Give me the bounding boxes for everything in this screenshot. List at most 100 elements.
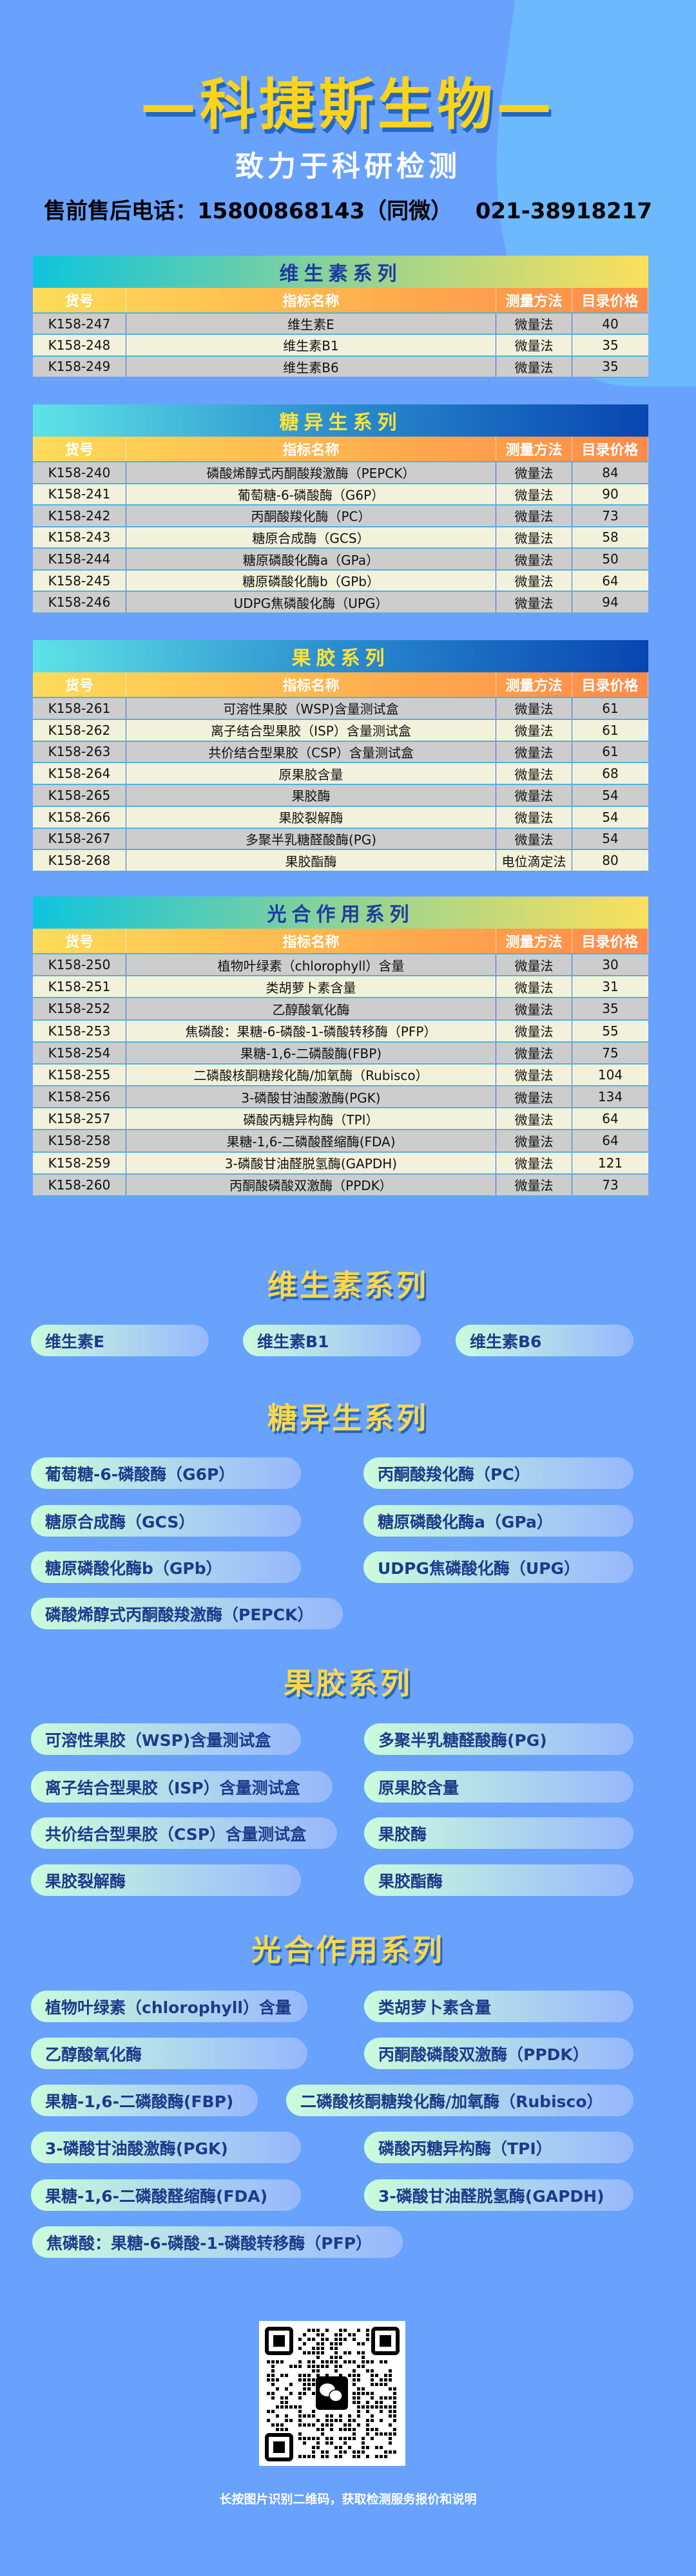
column-header: 目录价格: [572, 437, 648, 461]
product-pill[interactable]: 磷酸丙糖异构酶（TPI）: [364, 2132, 633, 2163]
table-row: K158-260 丙酮酸磷酸双激酶（PPDK） 微量法 73: [33, 1174, 648, 1197]
section-heading: 糖异生系列: [267, 1401, 429, 1435]
item-name-cell: 维生素E: [126, 314, 496, 334]
price-cell: 35: [602, 1001, 619, 1017]
price-cell: 30: [602, 957, 619, 973]
method-cell: 微量法: [496, 1042, 572, 1063]
table-row: K158-243 糖原合成酶（GCS） 微量法 58: [33, 527, 648, 549]
method-cell: 微量法: [496, 954, 572, 976]
item-name-cell: 维生素B1: [126, 335, 496, 355]
product-pill[interactable]: 维生素E: [31, 1325, 209, 1356]
column-header: 测量方法: [496, 437, 572, 461]
item-name-cell: 类胡萝卜素含量: [126, 976, 496, 998]
table-row: K158-268 果胶酯酶 电位滴定法 80: [33, 850, 648, 872]
qr-code[interactable]: [259, 2321, 405, 2466]
product-pill[interactable]: 磷酸烯醇式丙酮酸羧激酶（PEPCK）: [31, 1598, 343, 1629]
item-code-cell: K158-251: [33, 976, 126, 998]
product-pill[interactable]: 果胶酶: [364, 1817, 633, 1849]
column-header: 测量方法: [496, 929, 572, 953]
product-pill[interactable]: 葡萄糖-6-磷酸酶（G6P）: [31, 1457, 301, 1489]
method-cell: 微量法: [496, 1174, 572, 1195]
product-pill[interactable]: 糖原磷酸化酶b（GPb）: [31, 1551, 301, 1583]
item-code-cell: K158-246: [33, 592, 126, 612]
product-pill[interactable]: 二磷酸核酮糖羧化酶/加氧酶（Rubisco）: [286, 2085, 633, 2116]
product-pill[interactable]: UDPG焦磷酸化酶（UPG）: [363, 1551, 633, 1583]
method-cell: 微量法: [496, 1086, 572, 1108]
item-name-cell: 二磷酸核酮糖羧化酶/加氧酶（Rubisco）: [126, 1064, 496, 1086]
column-header: 指标名称: [126, 672, 496, 697]
table-row: K158-252 乙醇酸氧化酶 微量法 35: [33, 998, 648, 1021]
product-pill[interactable]: 糖原合成酶（GCS）: [31, 1505, 301, 1537]
item-code-cell: K158-263: [33, 741, 126, 762]
table-row: K158-267 多聚半乳糖醛酸酶(PG) 微量法 54: [33, 828, 648, 851]
method-cell: 微量法: [496, 719, 572, 741]
table-row: K158-262 离子结合型果胶（ISP）含量测试盒 微量法 61: [33, 719, 648, 742]
product-pill[interactable]: 丙酮酸羧化酶（PC）: [363, 1457, 633, 1489]
slogan: 致力于科研检测: [235, 150, 461, 183]
qr-code-pattern: [265, 2327, 400, 2461]
product-pill[interactable]: 果胶酯酶: [364, 1864, 633, 1896]
wechat-icon: [316, 2376, 348, 2410]
table-row: K158-257 磷酸丙糖异构酶（TPI） 微量法 64: [33, 1108, 648, 1131]
product-pill[interactable]: 离子结合型果胶（ISP）含量测试盒: [31, 1771, 333, 1803]
price-cell: 31: [602, 979, 619, 995]
method-cell: 微量法: [496, 549, 572, 569]
column-header: 目录价格: [572, 288, 648, 312]
item-name-cell: 丙酮酸磷酸双激酶（PPDK）: [126, 1174, 496, 1195]
table-header: 货号 指标名称 测量方法 目录价格: [33, 929, 648, 954]
item-code-cell: K158-265: [33, 785, 126, 806]
product-pill[interactable]: 果胶裂解酶: [31, 1864, 301, 1896]
column-header: 指标名称: [126, 929, 496, 953]
table-row: K158-265 果胶酶 微量法 54: [33, 785, 648, 807]
table-row: K158-258 果糖-1,6-二磷酸醛缩酶(FDA) 微量法 64: [33, 1130, 648, 1153]
brand-title: —科捷斯生物—: [140, 73, 556, 137]
item-code-cell: K158-260: [33, 1174, 126, 1195]
item-name-cell: 多聚半乳糖醛酸酶(PG): [126, 828, 496, 849]
product-pill[interactable]: 类胡萝卜素含量: [364, 1991, 633, 2022]
table-row: K158-266 果胶裂解酶 微量法 54: [33, 806, 648, 829]
price-cell: 73: [602, 507, 619, 524]
item-code-cell: K158-242: [33, 506, 126, 526]
item-name-cell: UDPG焦磷酸化酶（UPG）: [126, 592, 496, 612]
method-cell: 微量法: [496, 506, 572, 526]
item-code-cell: K158-249: [33, 356, 126, 377]
table-row: K158-250 植物叶绿素（chlorophyll）含量 微量法 30: [33, 954, 648, 977]
item-code-cell: K158-243: [33, 527, 126, 548]
product-pill[interactable]: 乙醇酸氧化酶: [31, 2038, 307, 2069]
price-table: 糖异生系列 货号 指标名称 测量方法 目录价格 K158-240 磷酸烯醇式丙酮酸羧激酶（P…: [33, 404, 648, 614]
item-code-cell: K158-262: [33, 719, 126, 741]
product-pill[interactable]: 焦磷酸：果糖-6-磷酸-1-磷酸转移酶（PFP）: [32, 2226, 403, 2258]
item-code-cell: K158-255: [33, 1064, 126, 1086]
product-pill[interactable]: 共价结合型果胶（CSP）含量测试盒: [31, 1817, 337, 1849]
method-cell: 微量法: [496, 484, 572, 505]
item-code-cell: K158-253: [33, 1020, 126, 1041]
column-header: 测量方法: [496, 288, 572, 312]
product-pill[interactable]: 可溶性果胶（WSP)含量测试盒: [31, 1723, 301, 1755]
product-pill[interactable]: 维生素B6: [456, 1325, 633, 1356]
product-pill[interactable]: 果糖-1,6-二磷酸醛缩酶(FDA): [31, 2179, 301, 2211]
product-pill[interactable]: 植物叶绿素（chlorophyll）含量: [31, 1991, 307, 2022]
table-title: 果胶系列: [33, 640, 648, 672]
product-pill[interactable]: 3-磷酸甘油酸激酶(PGK): [31, 2132, 301, 2163]
product-pill[interactable]: 维生素B1: [243, 1325, 421, 1356]
product-pill[interactable]: 3-磷酸甘油醛脱氢酶(GAPDH): [364, 2179, 633, 2211]
item-code-cell: K158-244: [33, 549, 126, 569]
item-code-cell: K158-259: [33, 1152, 126, 1173]
product-pill[interactable]: 果糖-1,6-二磷酸酶(FBP): [31, 2085, 258, 2116]
price-cell: 40: [602, 316, 619, 332]
item-code-cell: K158-267: [33, 828, 126, 849]
table-row: K158-244 糖原磷酸化酶a（GPa） 微量法 50: [33, 549, 648, 571]
product-pill[interactable]: 原果胶含量: [364, 1771, 633, 1803]
product-pill[interactable]: 丙酮酸磷酸双激酶（PPDK）: [364, 2038, 633, 2069]
item-name-cell: 可溶性果胶（WSP)含量测试盒: [126, 698, 496, 719]
product-pill[interactable]: 多聚半乳糖醛酸酶(PG): [364, 1723, 633, 1755]
price-cell: 54: [602, 787, 619, 803]
item-code-cell: K158-248: [33, 335, 126, 355]
price-cell: 94: [602, 594, 619, 611]
item-code-cell: K158-254: [33, 1042, 126, 1063]
table-row: K158-259 3-磷酸甘油醛脱氢酶(GAPDH) 微量法 121: [33, 1152, 648, 1175]
item-code-cell: K158-256: [33, 1086, 126, 1108]
method-cell: 微量法: [496, 592, 572, 612]
column-header: 货号: [33, 929, 126, 953]
product-pill[interactable]: 糖原磷酸化酶a（GPa）: [363, 1505, 633, 1537]
